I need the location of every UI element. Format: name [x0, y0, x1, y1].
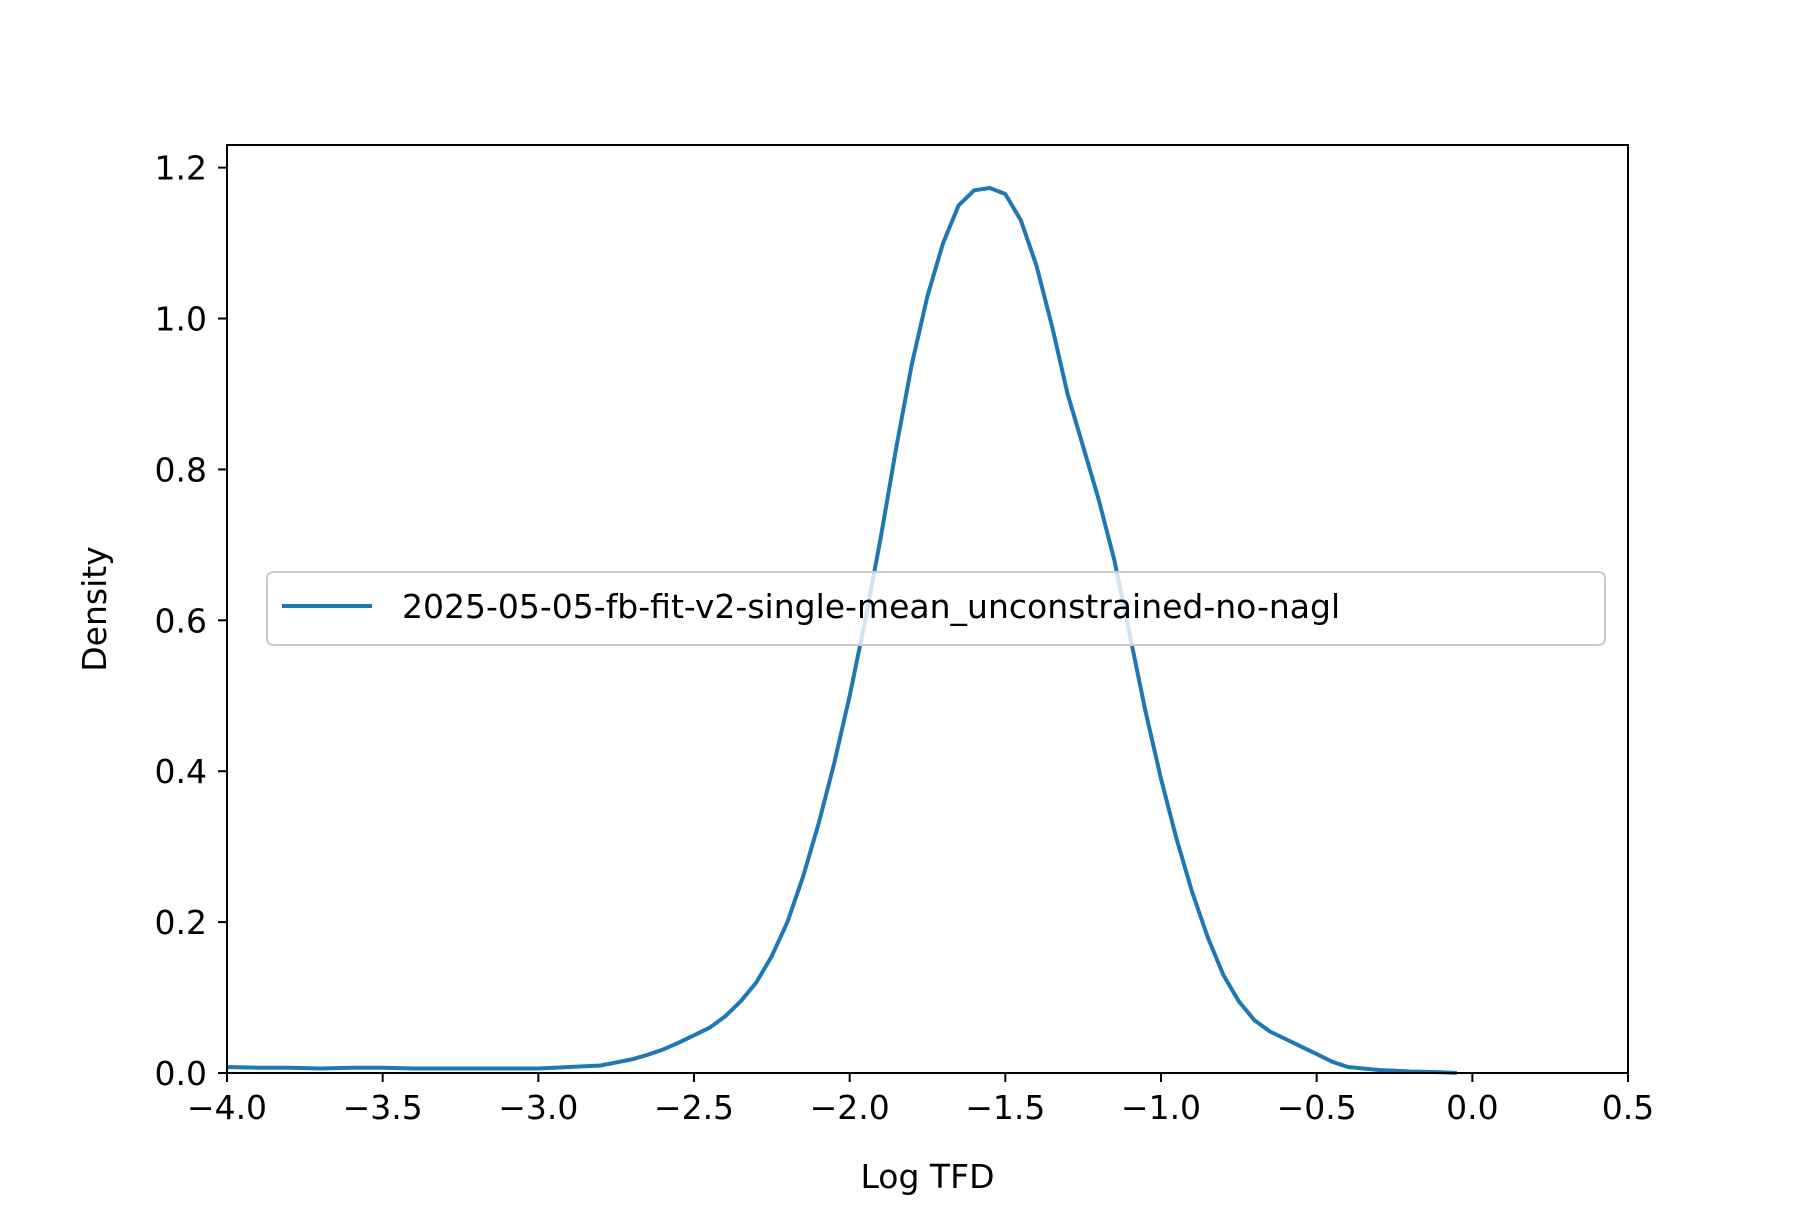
legend-label: 2025-05-05-fb-fit-v2-single-mean_unconst…: [402, 587, 1340, 626]
x-tick-label: 0.0: [1446, 1088, 1498, 1127]
y-axis-ticks: 0.0 0.2 0.4 0.6 0.8 1.0 1.2: [155, 149, 227, 1093]
y-tick-label: 0.4: [155, 752, 207, 791]
series-line: [226, 186, 1457, 1075]
x-tick-label: −2.0: [810, 1088, 890, 1127]
x-tick-label: −2.5: [654, 1088, 734, 1127]
x-tick-label: −3.0: [498, 1088, 578, 1127]
legend-box: [266, 571, 1606, 646]
x-tick-label: −4.0: [187, 1088, 267, 1127]
x-axis-ticks: −4.0 −3.5 −3.0 −2.5 −2.0 −1.5 −1.0 −0.5 0.0 0.5: [187, 1073, 1654, 1127]
plot-lines: [226, 186, 1457, 1075]
x-axis-label: Log TFD: [861, 1157, 995, 1196]
y-tick-label: 0.6: [155, 601, 207, 640]
x-tick-label: 0.5: [1602, 1088, 1654, 1127]
x-tick-label: −1.0: [1121, 1088, 1201, 1127]
legend: 2025-05-05-fb-fit-v2-single-mean_unconst…: [266, 571, 1606, 646]
y-axis-label: Density: [75, 546, 114, 671]
x-tick-label: −3.5: [343, 1088, 423, 1127]
y-tick-label: 0.8: [155, 450, 207, 489]
y-tick-label: 0.0: [155, 1054, 207, 1093]
y-tick-label: 1.2: [155, 149, 207, 188]
x-tick-label: −0.5: [1277, 1088, 1357, 1127]
plot-frame: [226, 144, 1629, 1074]
y-tick-label: 1.0: [155, 300, 207, 339]
y-tick-label: 0.2: [155, 903, 207, 942]
x-tick-label: −1.5: [965, 1088, 1045, 1127]
